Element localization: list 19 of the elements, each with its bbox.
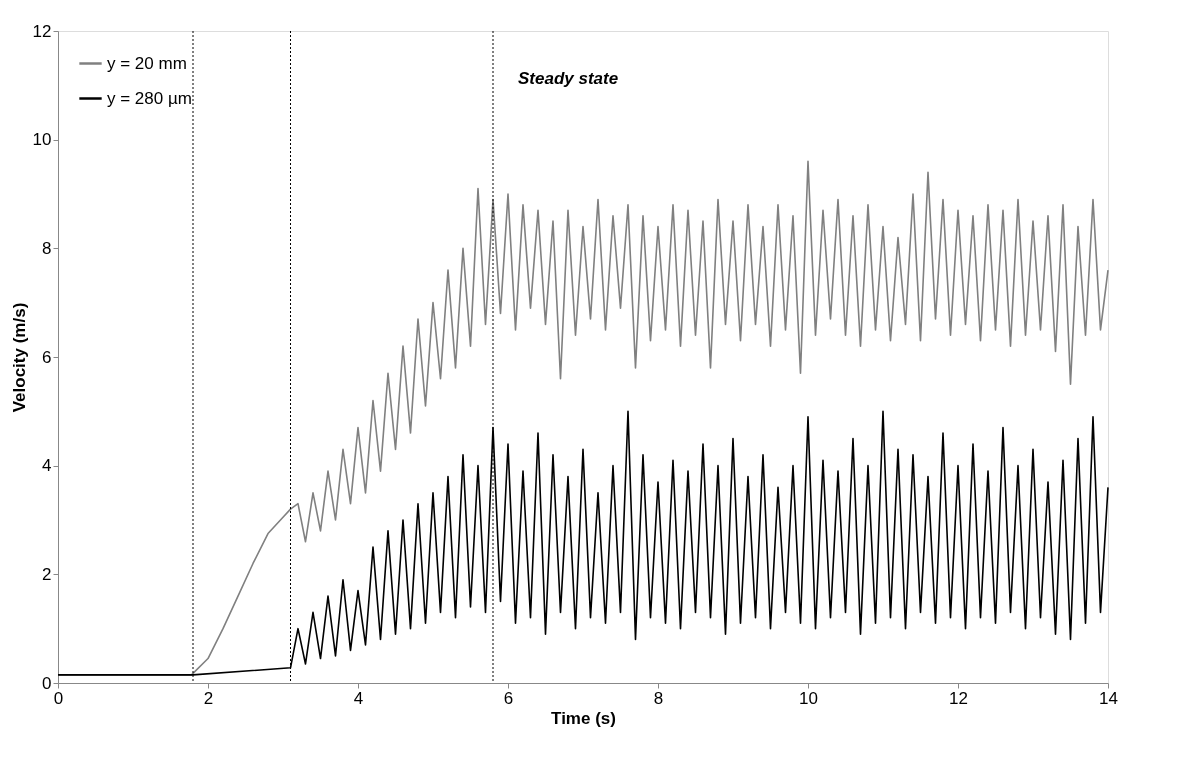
x-tick-label: 10 <box>799 688 818 708</box>
x-tick-label: 8 <box>653 688 664 708</box>
x-tick-label: 2 <box>203 688 214 708</box>
x-axis-title: Time (s) <box>551 708 616 728</box>
y-axis-title: Velocity (m/s) <box>9 302 29 413</box>
y-tick-label: 12 <box>32 21 52 41</box>
y-tick-label: 8 <box>42 238 52 258</box>
x-tick-label: 12 <box>949 688 968 708</box>
x-tick-label: 6 <box>503 688 514 708</box>
legend-label: y = 280 µm <box>107 88 192 108</box>
x-tick-label: 14 <box>1099 688 1118 708</box>
y-tick-label: 10 <box>32 130 52 150</box>
x-tick-label: 4 <box>353 688 364 708</box>
y-tick-label: 2 <box>42 564 52 584</box>
legend-label: y = 20 mm <box>107 53 187 73</box>
ref-line-label: Steady state <box>518 69 619 88</box>
y-tick-label: 6 <box>42 347 52 367</box>
y-tick-label: 4 <box>42 456 52 476</box>
y-tick-label: 0 <box>42 673 52 693</box>
